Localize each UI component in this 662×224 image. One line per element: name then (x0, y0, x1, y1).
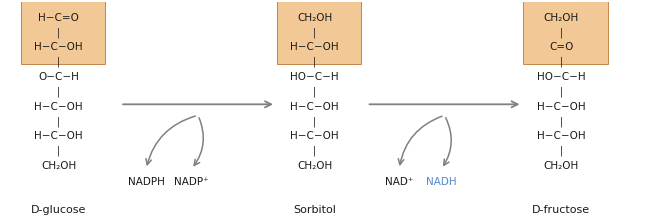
Text: |: | (559, 57, 563, 67)
Text: |: | (313, 146, 316, 156)
Text: |: | (559, 86, 563, 97)
Text: |: | (57, 116, 60, 127)
Text: |: | (57, 27, 60, 38)
Text: CH₂OH: CH₂OH (544, 13, 579, 23)
Text: |: | (559, 27, 563, 38)
Text: H−C−OH: H−C−OH (34, 101, 83, 112)
Text: D-glucose: D-glucose (31, 205, 86, 215)
Text: NADP⁺: NADP⁺ (174, 177, 209, 187)
Text: NADPH: NADPH (128, 177, 165, 187)
Text: C=O: C=O (549, 42, 573, 52)
Text: |: | (559, 146, 563, 156)
Text: |: | (313, 86, 316, 97)
Text: D-fructose: D-fructose (532, 205, 591, 215)
Text: CH₂OH: CH₂OH (297, 13, 332, 23)
Text: |: | (559, 116, 563, 127)
Text: |: | (313, 27, 316, 38)
Text: |: | (313, 57, 316, 67)
Text: CH₂OH: CH₂OH (297, 161, 332, 171)
Text: NAD⁺: NAD⁺ (385, 177, 413, 187)
FancyBboxPatch shape (524, 1, 608, 64)
Text: |: | (313, 116, 316, 127)
FancyBboxPatch shape (277, 1, 361, 64)
Text: NADH: NADH (426, 177, 457, 187)
Text: |: | (57, 57, 60, 67)
Text: |: | (57, 146, 60, 156)
Text: HO−C−H: HO−C−H (537, 72, 586, 82)
Text: CH₂OH: CH₂OH (544, 161, 579, 171)
Text: H−C−OH: H−C−OH (291, 131, 339, 141)
Text: H−C−OH: H−C−OH (291, 42, 339, 52)
Text: H−C−OH: H−C−OH (537, 131, 586, 141)
FancyBboxPatch shape (21, 1, 105, 64)
Text: H−C−OH: H−C−OH (291, 101, 339, 112)
Text: Sorbitol: Sorbitol (293, 205, 336, 215)
Text: H−C−OH: H−C−OH (34, 131, 83, 141)
Text: H−C−OH: H−C−OH (34, 42, 83, 52)
Text: CH₂OH: CH₂OH (41, 161, 76, 171)
Text: O−C−H: O−C−H (38, 72, 79, 82)
Text: HO−C−H: HO−C−H (291, 72, 339, 82)
Text: H−C−OH: H−C−OH (537, 101, 586, 112)
Text: |: | (57, 86, 60, 97)
Text: H−C=O: H−C=O (38, 13, 79, 23)
